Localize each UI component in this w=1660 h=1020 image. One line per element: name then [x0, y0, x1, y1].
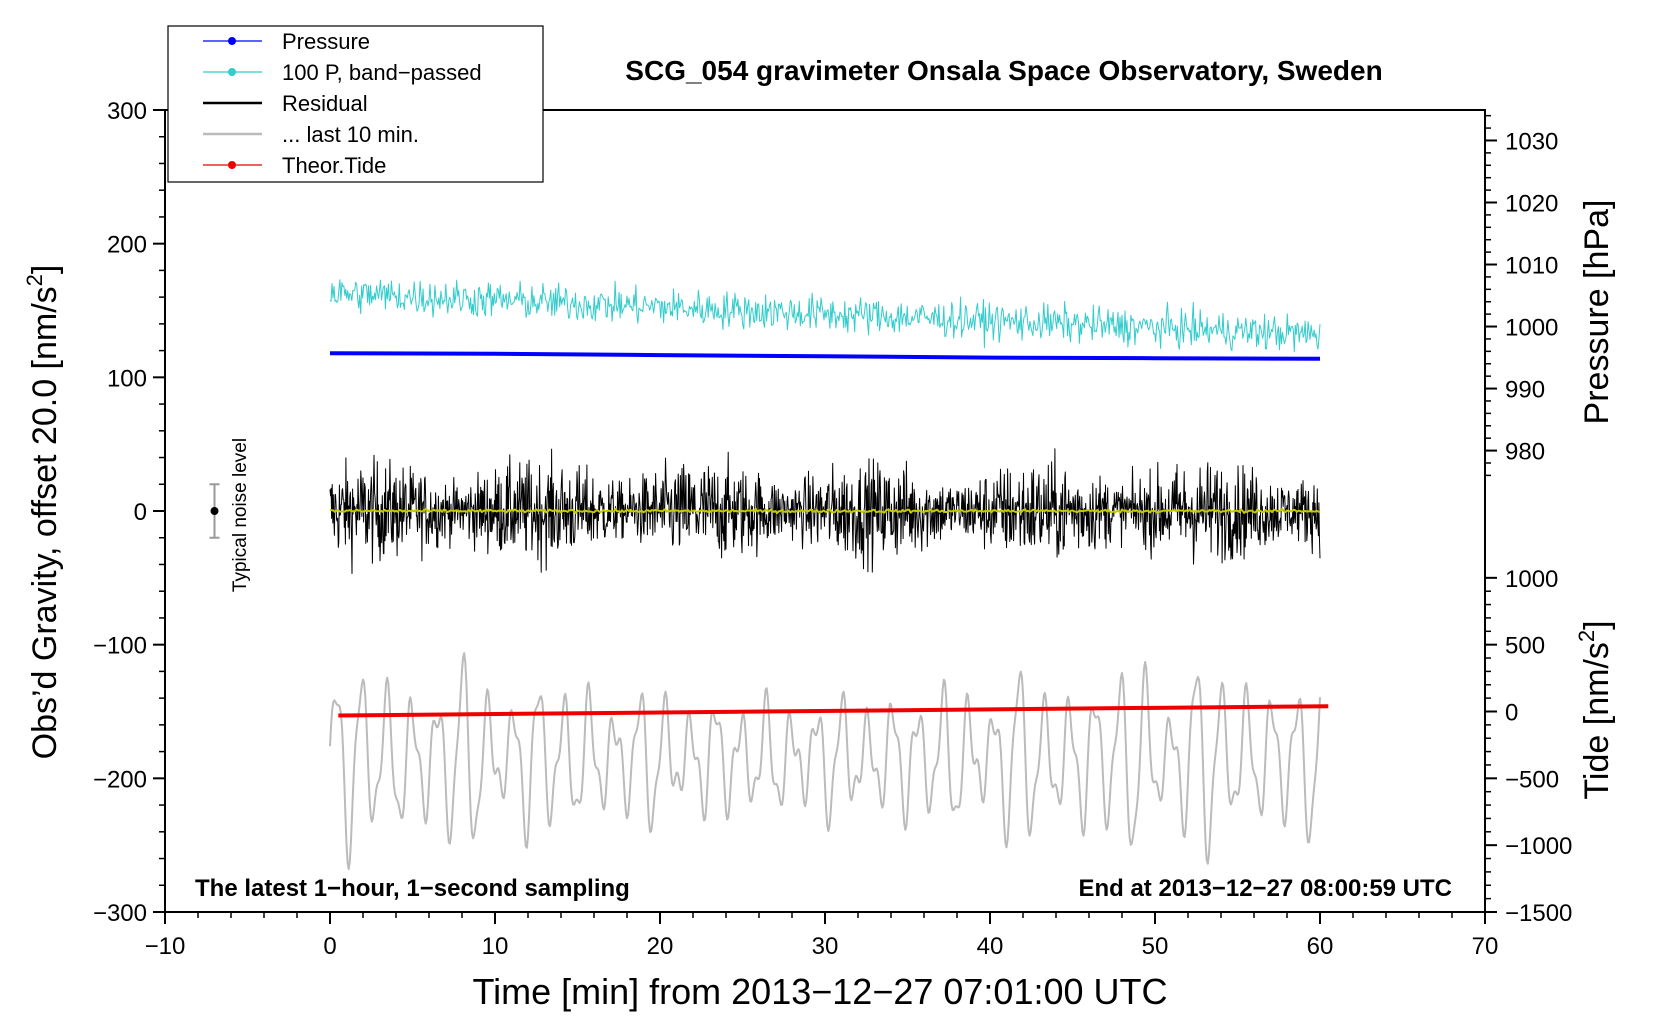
- y-tick-label: 200: [107, 232, 147, 259]
- legend-marker: [228, 161, 236, 169]
- annotation-sampling: The latest 1−hour, 1−second sampling: [195, 875, 630, 902]
- legend-label: ... last 10 min.: [282, 122, 419, 147]
- tide-tick-label: −1000: [1505, 833, 1572, 860]
- tide-axis-ticks: −1500 −1000 −500 0 500 1000: [1485, 566, 1572, 927]
- legend-marker: [228, 37, 236, 45]
- legend-marker: [228, 68, 236, 76]
- y-axis-label-tide-text: Tide [nm/s: [1578, 642, 1616, 799]
- y-axis-label-main-sup: 2: [22, 274, 47, 286]
- x-tick-label: 20: [647, 933, 674, 960]
- x-axis-ticks: −10 0 10 20 30 40 50 60 70: [145, 912, 1499, 960]
- x-tick-label: 50: [1142, 933, 1169, 960]
- chart-title: SCG_054 gravimeter Onsala Space Observat…: [625, 55, 1382, 86]
- legend-label: Pressure: [282, 29, 370, 54]
- x-tick-label: 30: [812, 933, 839, 960]
- legend: Pressure 100 P, band−passed Residual ... la…: [167, 25, 544, 183]
- series-residual-smoothed: [329, 507, 1321, 515]
- tide-tick-label: −500: [1505, 766, 1559, 793]
- tide-tick-label: 0: [1505, 700, 1518, 727]
- series-last-10-min: [329, 652, 1321, 871]
- pressure-tick-label: 1000: [1505, 315, 1558, 342]
- y-axis-label-pressure: Pressure [hPa]: [1578, 200, 1616, 425]
- noise-level-label: Typical noise level: [230, 438, 251, 592]
- pressure-tick-label: 1010: [1505, 253, 1558, 280]
- series-theoretical-tide: [338, 704, 1329, 718]
- y-tick-label: 100: [107, 365, 147, 392]
- x-tick-label: 60: [1307, 933, 1334, 960]
- y-axis-label-tide: Tide [nm/s2]: [1574, 620, 1616, 799]
- series-residual: [329, 448, 1321, 574]
- y-axis-ticks: −300 −200 −100 0 100 200 300: [93, 98, 165, 927]
- pressure-tick-label: 1030: [1505, 128, 1558, 155]
- legend-label: 100 P, band−passed: [282, 60, 482, 85]
- pressure-tick-label: 1020: [1505, 190, 1558, 217]
- y-tick-label: 300: [107, 98, 147, 125]
- x-axis-label: Time [min] from 2013−12−27 07:01:00 UTC: [472, 971, 1167, 1012]
- y-tick-label: −100: [93, 633, 147, 660]
- legend-label: Theor.Tide: [282, 153, 386, 178]
- x-tick-label: 40: [977, 933, 1004, 960]
- y-axis-label-tide-sup: 2: [1574, 630, 1599, 642]
- tide-tick-label: −1500: [1505, 900, 1572, 927]
- pressure-axis-ticks: 980 990 1000 1010 1020 1030: [1485, 114, 1558, 477]
- x-tick-label: −10: [145, 933, 186, 960]
- y-tick-label: −300: [93, 900, 147, 927]
- y-axis-label-main-end: ]: [26, 265, 64, 274]
- annotation-end-time: End at 2013−12−27 08:00:59 UTC: [1078, 875, 1452, 902]
- tide-tick-label: 1000: [1505, 566, 1558, 593]
- pressure-tick-label: 980: [1505, 439, 1545, 466]
- pressure-tick-label: 990: [1505, 377, 1545, 404]
- legend-label: Residual: [282, 91, 368, 116]
- series-pressure: [329, 351, 1321, 361]
- tide-tick-label: 500: [1505, 633, 1545, 660]
- y-tick-label: 0: [134, 499, 147, 526]
- y-axis-label-main: Obs’d Gravity, offset 20.0 [nm/s2]: [22, 265, 64, 760]
- series-layer: [329, 279, 1329, 871]
- noise-level-indicator: Typical noise level: [209, 438, 251, 592]
- x-tick-label: 70: [1472, 933, 1499, 960]
- y-axis-label-tide-end: ]: [1578, 620, 1616, 629]
- noise-bar-dot: [210, 507, 219, 515]
- series-bandpassed-pressure: [329, 279, 1321, 353]
- x-tick-label: 10: [482, 933, 509, 960]
- x-tick-label: 0: [323, 933, 336, 960]
- y-axis-label-main-text: Obs’d Gravity, offset 20.0 [nm/s: [26, 286, 64, 759]
- y-tick-label: −200: [93, 766, 147, 793]
